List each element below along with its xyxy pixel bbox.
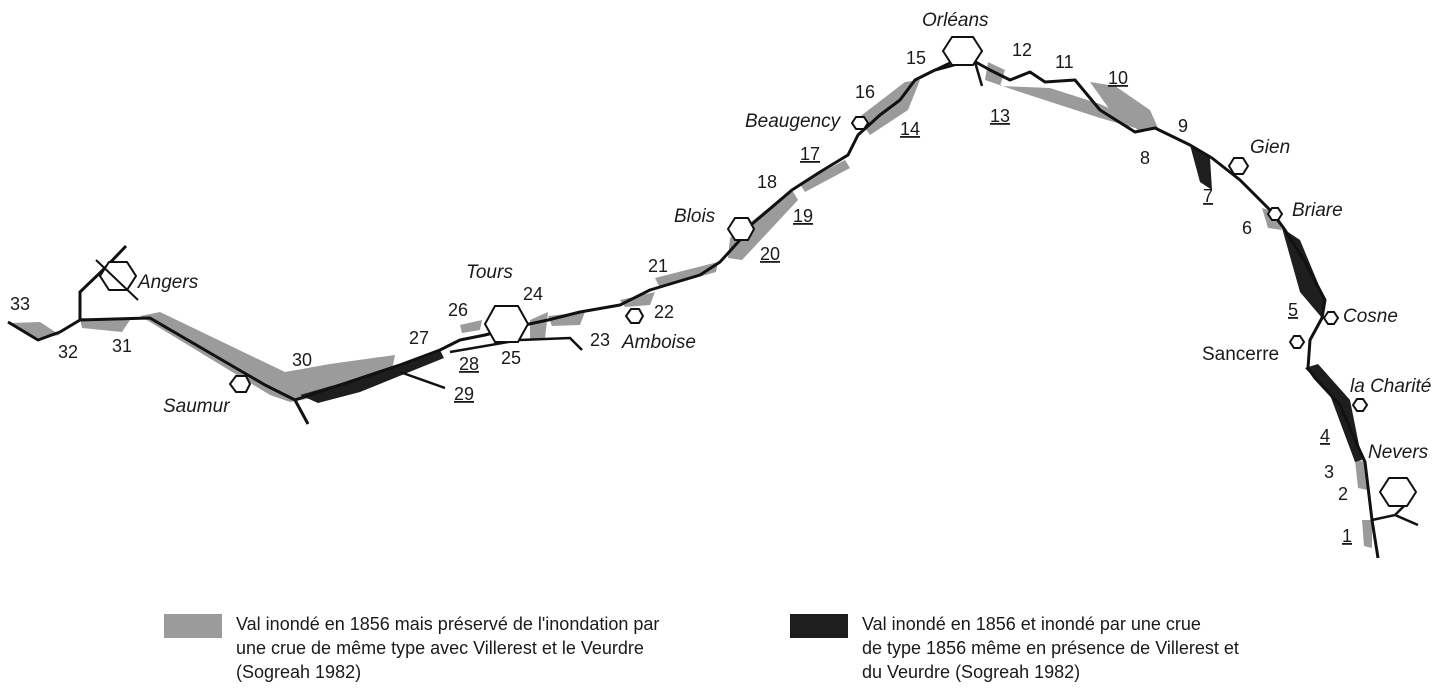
cher-branch bbox=[399, 370, 446, 390]
section-11: 11 bbox=[1055, 52, 1074, 72]
zone-31 bbox=[80, 318, 130, 332]
legend-black-line-1: Val inondé en 1856 et inondé par une cru… bbox=[862, 614, 1201, 634]
city-label-nevers: Nevers bbox=[1368, 442, 1429, 463]
nevers-hexagon-icon bbox=[1378, 477, 1418, 507]
legend-black: Val inondé en 1856 et inondé par une cru… bbox=[790, 612, 1239, 684]
zone-1 bbox=[1362, 520, 1372, 548]
zone-21 bbox=[655, 262, 718, 288]
section-20: 20 bbox=[760, 244, 780, 264]
city-label-sancerre: Sancerre bbox=[1202, 344, 1279, 365]
zone-17 bbox=[800, 160, 850, 192]
legend-grey-line-1: Val inondé en 1856 mais préservé de l'in… bbox=[236, 614, 660, 634]
la-charite-hexagon-icon bbox=[1351, 398, 1369, 412]
loire-valley-map: Angers Saumur Tours Amboise Blois Beauge… bbox=[7, 10, 1431, 559]
sancerre-hexagon-icon bbox=[1288, 335, 1306, 349]
loire-river bbox=[7, 58, 1380, 559]
section-25: 25 bbox=[501, 348, 521, 368]
legend-black-line-3: du Veurdre (Sogreah 1982) bbox=[862, 662, 1081, 682]
thouet-tributary bbox=[293, 399, 310, 425]
tours-hexagon-icon bbox=[483, 305, 530, 343]
zone-26 bbox=[460, 320, 482, 333]
nievre-branch bbox=[1371, 513, 1419, 527]
section-16: 16 bbox=[855, 82, 875, 102]
section-6: 6 bbox=[1242, 218, 1252, 238]
gien-hexagon-icon bbox=[1227, 157, 1250, 175]
section-14: 14 bbox=[900, 119, 920, 139]
section-33: 33 bbox=[10, 294, 30, 314]
zone-30 bbox=[140, 312, 395, 402]
section-15: 15 bbox=[906, 48, 926, 68]
section-1: 1 bbox=[1342, 526, 1352, 546]
legend-grey-line-2: une crue de même type avec Villerest et … bbox=[236, 638, 644, 658]
section-10: 10 bbox=[1108, 68, 1128, 88]
section-17: 17 bbox=[800, 144, 820, 164]
section-30: 30 bbox=[292, 350, 312, 370]
section-23: 23 bbox=[590, 330, 610, 350]
section-32: 32 bbox=[58, 342, 78, 362]
angers-cross-icon bbox=[95, 259, 139, 301]
orleans-hexagon-icon bbox=[941, 36, 984, 66]
section-31: 31 bbox=[112, 336, 132, 356]
city-label-blois: Blois bbox=[674, 206, 716, 227]
city-label-gien: Gien bbox=[1250, 137, 1290, 158]
section-8: 8 bbox=[1140, 148, 1150, 168]
section-4: 4 bbox=[1320, 426, 1330, 446]
grey-zone-swatch-icon bbox=[164, 614, 222, 638]
black-zone-swatch-icon bbox=[790, 614, 848, 638]
section-labels: 1 2 3 4 5 6 7 8 9 10 11 12 13 14 15 16 1… bbox=[10, 40, 1352, 546]
blois-hexagon-icon bbox=[726, 217, 756, 241]
section-2: 2 bbox=[1338, 484, 1348, 504]
city-label-saumur: Saumur bbox=[163, 396, 230, 417]
section-24: 24 bbox=[523, 284, 543, 304]
briare-hexagon-icon bbox=[1266, 207, 1284, 221]
zone-13 bbox=[985, 62, 1135, 128]
section-5: 5 bbox=[1288, 300, 1298, 320]
city-label-briare: Briare bbox=[1292, 200, 1343, 221]
section-27: 27 bbox=[409, 328, 429, 348]
section-28: 28 bbox=[459, 354, 479, 374]
zone-4 bbox=[1305, 364, 1362, 462]
legend-grey-text: Val inondé en 1856 mais préservé de l'in… bbox=[236, 612, 659, 684]
section-13: 13 bbox=[990, 106, 1010, 126]
legend-grey-line-3: (Sogreah 1982) bbox=[236, 662, 362, 682]
city-label-cosne: Cosne bbox=[1343, 306, 1398, 327]
city-label-beaugency: Beaugency bbox=[745, 111, 842, 132]
city-symbols bbox=[95, 36, 1418, 507]
section-12: 12 bbox=[1012, 40, 1032, 60]
section-26: 26 bbox=[448, 300, 468, 320]
section-22: 22 bbox=[654, 302, 674, 322]
zone-33 bbox=[10, 322, 60, 338]
section-3: 3 bbox=[1324, 462, 1334, 482]
section-9: 9 bbox=[1178, 116, 1188, 136]
beaugency-hexagon-icon bbox=[850, 116, 870, 130]
angers-hexagon-icon bbox=[98, 261, 138, 291]
amboise-hexagon-icon bbox=[624, 308, 645, 324]
zone-10 bbox=[1090, 82, 1158, 130]
maine-tributary bbox=[78, 244, 128, 320]
zone-23 bbox=[548, 312, 585, 326]
city-label-tours: Tours bbox=[466, 262, 513, 283]
city-label-orleans: Orléans bbox=[922, 10, 989, 31]
zone-5 bbox=[1282, 228, 1325, 318]
legend-grey: Val inondé en 1856 mais préservé de l'in… bbox=[164, 612, 659, 684]
section-7: 7 bbox=[1203, 186, 1213, 206]
section-18: 18 bbox=[757, 172, 777, 192]
zone-24 bbox=[530, 312, 548, 340]
zone-20 bbox=[728, 190, 798, 260]
saumur-hexagon-icon bbox=[228, 375, 252, 393]
city-label-la-charite: la Charité bbox=[1350, 376, 1431, 397]
section-21: 21 bbox=[648, 256, 668, 276]
cher-river bbox=[449, 336, 583, 354]
section-19: 19 bbox=[793, 206, 813, 226]
city-label-angers: Angers bbox=[137, 272, 199, 293]
legend-black-line-2: de type 1856 même en présence de Villere… bbox=[862, 638, 1239, 658]
section-29: 29 bbox=[454, 384, 474, 404]
cosne-hexagon-icon bbox=[1322, 311, 1340, 325]
zone-22 bbox=[620, 292, 655, 307]
legend-black-text: Val inondé en 1856 et inondé par une cru… bbox=[862, 612, 1239, 684]
city-labels: Angers Saumur Tours Amboise Blois Beauge… bbox=[137, 10, 1431, 463]
city-label-amboise: Amboise bbox=[621, 332, 696, 353]
